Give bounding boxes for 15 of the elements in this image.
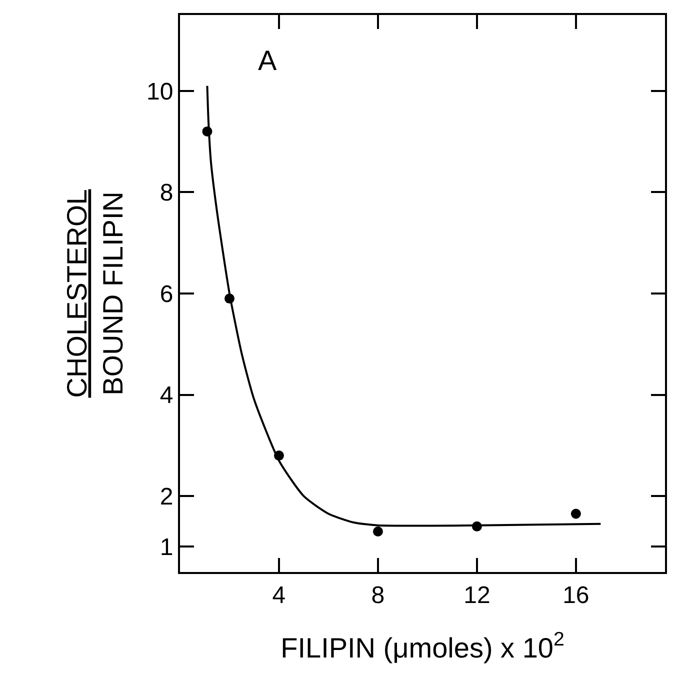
y-axis-title: CHOLESTEROL BOUND FILIPIN — [61, 189, 129, 398]
y-tick-label: 6 — [160, 280, 174, 308]
x-tick-label: 4 — [272, 582, 286, 609]
annotation: A — [258, 45, 277, 76]
y-tick-label: 10 — [146, 78, 174, 106]
x-tick-label: 12 — [464, 582, 490, 609]
y-tick-label: 8 — [160, 180, 174, 207]
point — [570, 508, 581, 519]
x-axis-title: FILIPIN (μmoles) x 10$^{2}$ — [280, 628, 564, 664]
y-tick-label: 1 — [160, 534, 174, 562]
x-tick-label: 8 — [371, 582, 385, 609]
x-tick-label: 16 — [562, 582, 590, 609]
y-tick-label: 4 — [160, 382, 174, 410]
point — [372, 526, 383, 536]
y-tick-label: 2 — [160, 483, 174, 510]
